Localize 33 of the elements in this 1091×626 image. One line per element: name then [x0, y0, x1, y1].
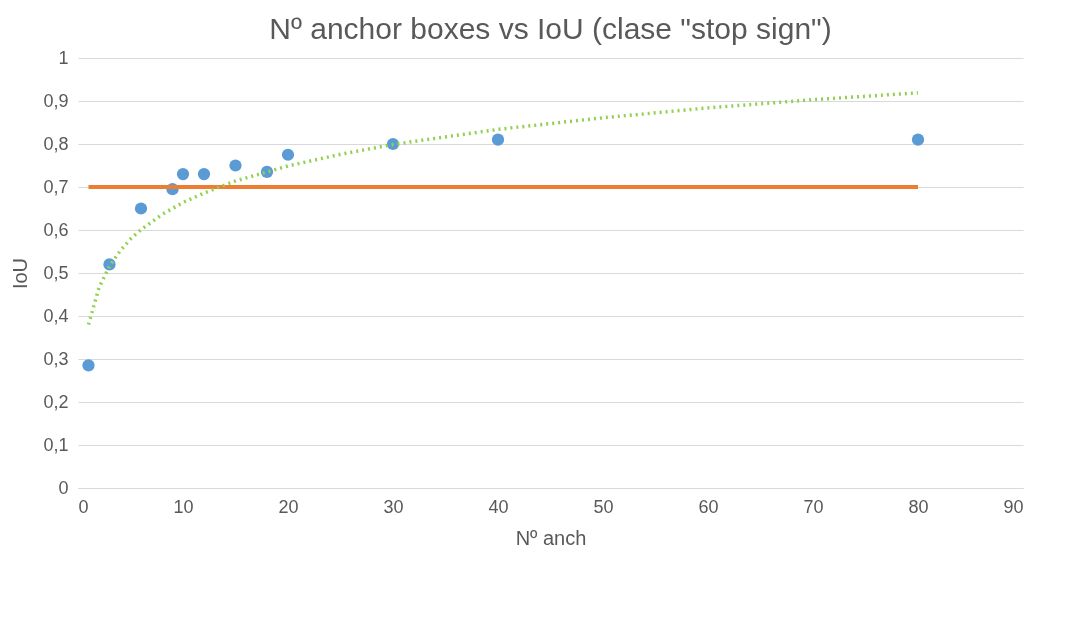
point	[197, 167, 211, 181]
x-tick-label: 10	[173, 496, 194, 517]
y-tick-label: 0	[58, 477, 69, 498]
x-tick-label: 80	[908, 496, 929, 517]
point	[82, 359, 95, 372]
chart-title: Nº anchor boxes vs IoU (clase "stop sign")	[269, 12, 832, 45]
line-series	[86, 91, 920, 327]
point	[911, 133, 925, 146]
x-tick-label: 50	[593, 496, 614, 517]
point	[229, 159, 242, 172]
point	[281, 148, 295, 161]
y-tick-label: 0,6	[43, 219, 69, 240]
x-tick-label: 30	[383, 496, 404, 517]
y-tick-label: 1	[58, 47, 69, 68]
y-tick-label: 0,9	[43, 90, 69, 111]
x-tick-label: 40	[488, 496, 509, 517]
y-tick-label: 0,1	[43, 434, 69, 455]
x-tick-label: 70	[803, 496, 824, 517]
y-axis-title: IoU	[9, 257, 32, 290]
y-tick-label: 0,5	[43, 262, 69, 283]
point	[176, 167, 190, 181]
y-tick-label: 0,7	[43, 176, 69, 197]
x-tick-label: 60	[698, 496, 719, 517]
x-tick-label: 90	[1003, 496, 1024, 517]
y-tick-label: 0,8	[43, 133, 69, 154]
point	[491, 133, 505, 146]
y-tick-label: 0,4	[43, 305, 69, 326]
y-tick-label: 0,2	[43, 391, 69, 412]
x-tick-label: 0	[78, 496, 89, 517]
point	[134, 202, 148, 215]
x-axis-title: Nº anch	[515, 526, 587, 549]
y-tick-label: 0,3	[43, 348, 69, 369]
x-tick-label: 20	[278, 496, 299, 517]
